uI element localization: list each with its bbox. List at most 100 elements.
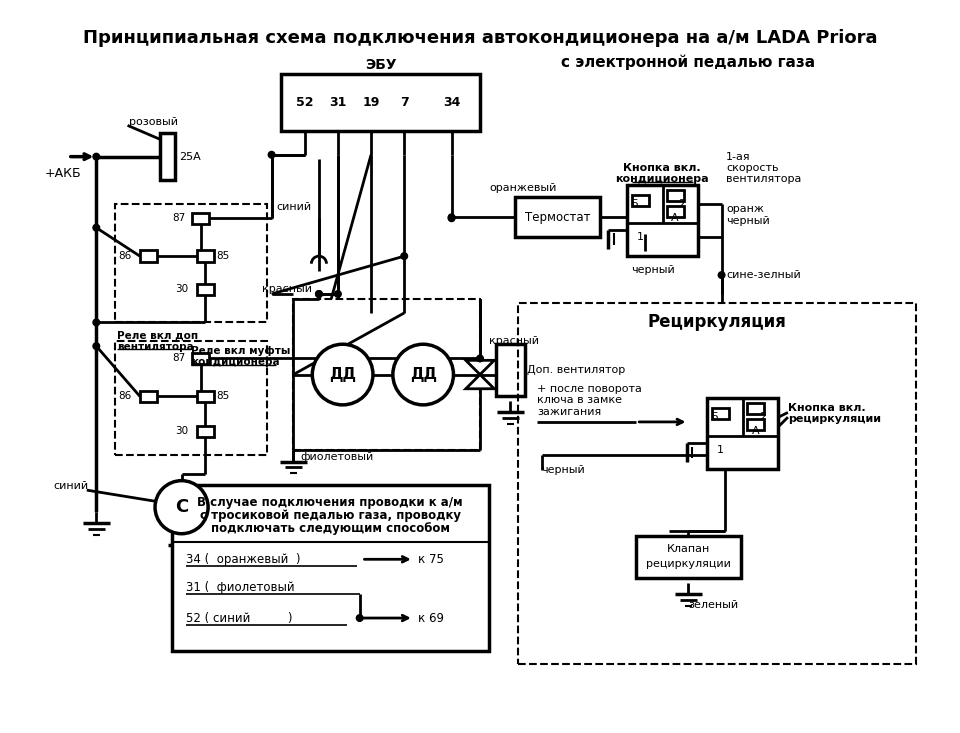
Text: Б: Б bbox=[711, 412, 719, 422]
Circle shape bbox=[156, 481, 208, 534]
Text: 31 (  фиолетовый: 31 ( фиолетовый bbox=[186, 581, 295, 594]
Text: к 75: к 75 bbox=[419, 553, 444, 566]
Text: с электронной педалью газа: с электронной педалью газа bbox=[562, 54, 815, 70]
Text: сине-зелный: сине-зелный bbox=[727, 270, 801, 280]
Text: кондиционера: кондиционера bbox=[191, 357, 279, 367]
Text: Термостат: Термостат bbox=[525, 211, 590, 224]
Text: черный: черный bbox=[727, 216, 770, 226]
Text: Б: Б bbox=[631, 199, 638, 209]
Text: 86: 86 bbox=[118, 391, 132, 402]
Text: Доп. вентилятор: Доп. вентилятор bbox=[527, 365, 626, 375]
Text: синий: синий bbox=[276, 202, 311, 212]
Text: ДД: ДД bbox=[329, 367, 356, 382]
Circle shape bbox=[448, 214, 455, 221]
Text: кондиционера: кондиционера bbox=[615, 174, 708, 185]
Bar bbox=[496, 345, 524, 397]
Circle shape bbox=[93, 224, 100, 231]
Text: 7: 7 bbox=[399, 96, 409, 109]
Circle shape bbox=[268, 152, 275, 158]
Text: С: С bbox=[175, 498, 188, 516]
Text: 2: 2 bbox=[678, 199, 685, 209]
Text: В случае подключения проводки к а/м: В случае подключения проводки к а/м bbox=[198, 496, 463, 509]
Text: Реле вкл доп: Реле вкл доп bbox=[117, 331, 199, 341]
Text: 31: 31 bbox=[329, 96, 347, 109]
Circle shape bbox=[477, 355, 483, 362]
Text: А: А bbox=[671, 213, 679, 224]
Bar bbox=[747, 403, 764, 414]
Text: рециркуляции: рециркуляции bbox=[788, 414, 881, 424]
Text: ДД: ДД bbox=[410, 367, 437, 382]
Circle shape bbox=[356, 615, 363, 622]
Text: зеленый: зеленый bbox=[688, 600, 738, 610]
Bar bbox=[666, 190, 684, 201]
Text: Реле вкл муфты: Реле вкл муфты bbox=[191, 346, 291, 356]
Text: 52 ( синий          ): 52 ( синий ) bbox=[186, 611, 293, 625]
Bar bbox=[666, 206, 684, 217]
Text: 85: 85 bbox=[217, 251, 229, 261]
Polygon shape bbox=[466, 375, 494, 388]
Text: 1: 1 bbox=[717, 446, 724, 455]
Text: 87: 87 bbox=[172, 353, 185, 364]
Bar bbox=[281, 74, 480, 131]
Bar bbox=[708, 398, 779, 469]
Text: черный: черный bbox=[632, 265, 675, 276]
Text: 52: 52 bbox=[296, 96, 314, 109]
Circle shape bbox=[448, 215, 455, 221]
Circle shape bbox=[316, 291, 323, 298]
Text: вентилятора: вентилятора bbox=[117, 342, 194, 352]
Bar bbox=[115, 204, 267, 323]
Text: 1-ая: 1-ая bbox=[727, 152, 751, 162]
Text: Принципиальная схема подключения автокондиционера на а/м LADA Priora: Принципиальная схема подключения автокон… bbox=[83, 29, 877, 47]
Text: 30: 30 bbox=[175, 284, 188, 294]
Text: оранж: оранж bbox=[727, 204, 764, 214]
Text: к 69: к 69 bbox=[419, 611, 444, 625]
Text: А: А bbox=[752, 427, 759, 436]
Text: 87: 87 bbox=[172, 213, 185, 224]
Text: 25А: 25А bbox=[179, 152, 201, 162]
Bar bbox=[140, 251, 156, 262]
Text: +АКБ: +АКБ bbox=[44, 167, 81, 180]
Bar bbox=[192, 213, 209, 224]
Polygon shape bbox=[466, 361, 494, 375]
Text: 86: 86 bbox=[118, 251, 132, 261]
Text: синий: синий bbox=[54, 482, 88, 491]
Circle shape bbox=[93, 153, 100, 160]
Text: 19: 19 bbox=[362, 96, 380, 109]
Text: 85: 85 bbox=[217, 391, 229, 402]
Bar bbox=[192, 353, 209, 364]
Bar bbox=[197, 391, 214, 402]
Text: розовый: розовый bbox=[130, 117, 179, 127]
Text: 30: 30 bbox=[175, 427, 188, 436]
Bar bbox=[517, 303, 916, 663]
Text: с тросиковой педалью газа, проводку: с тросиковой педалью газа, проводку bbox=[200, 509, 461, 522]
Bar bbox=[712, 408, 730, 419]
Bar bbox=[197, 426, 214, 437]
Text: красный: красный bbox=[490, 336, 540, 347]
Bar bbox=[627, 185, 698, 256]
Text: Кнопка вкл.: Кнопка вкл. bbox=[788, 402, 866, 413]
Bar bbox=[632, 194, 649, 206]
Circle shape bbox=[401, 253, 408, 259]
Text: 1: 1 bbox=[636, 232, 643, 242]
Circle shape bbox=[316, 291, 323, 298]
Text: зажигания: зажигания bbox=[537, 407, 601, 416]
Circle shape bbox=[312, 345, 372, 405]
Text: черный: черный bbox=[541, 465, 586, 475]
Text: Клапан: Клапан bbox=[667, 544, 710, 554]
Text: 34 (  оранжевый  ): 34 ( оранжевый ) bbox=[186, 553, 300, 566]
Bar bbox=[747, 419, 764, 430]
Text: Кнопка вкл.: Кнопка вкл. bbox=[623, 163, 701, 173]
Bar bbox=[294, 299, 480, 450]
Text: + после поворота: + после поворота bbox=[537, 384, 641, 394]
Circle shape bbox=[393, 345, 453, 405]
Circle shape bbox=[718, 272, 725, 279]
Text: красный: красный bbox=[262, 284, 312, 294]
Bar bbox=[159, 133, 175, 180]
Bar bbox=[140, 391, 156, 402]
Text: фиолетовый: фиолетовый bbox=[300, 452, 373, 462]
Bar bbox=[636, 536, 740, 578]
Text: 34: 34 bbox=[443, 96, 460, 109]
Text: Рециркуляция: Рециркуляция bbox=[647, 314, 786, 331]
Bar bbox=[172, 485, 490, 651]
Circle shape bbox=[335, 291, 341, 298]
